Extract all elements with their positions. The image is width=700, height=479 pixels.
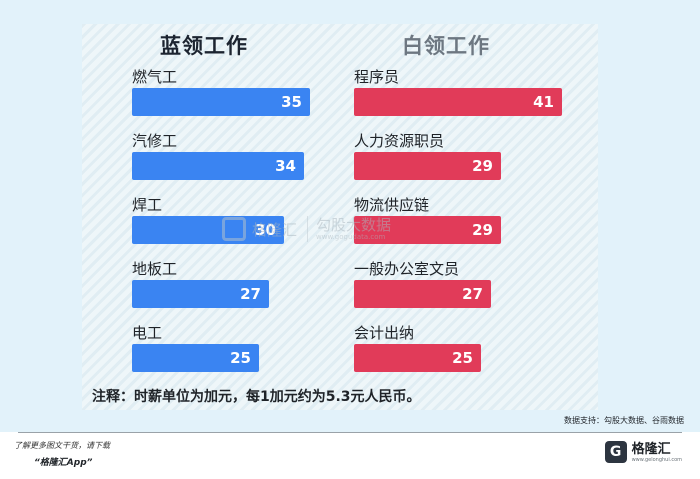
blue-collar-label: 地板工 — [132, 260, 178, 278]
blue-collar-bar-value: 30 — [255, 221, 276, 239]
white-collar-bar: 29 — [354, 216, 501, 244]
chart-note: 注释：时薪单位为加元，每1加元约为5.3元人民币。 — [92, 389, 421, 405]
watermark-side: 勾股大数据 www.gogudata.com — [316, 217, 391, 241]
blue-collar-label: 焊工 — [132, 196, 163, 214]
blue-collar-label: 汽修工 — [132, 132, 178, 150]
data-source: 数据支持：勾股大数据、谷雨数据 — [564, 416, 684, 425]
blue-collar-bar-value: 34 — [275, 157, 296, 175]
blue-collar-title: 蓝领工作 — [160, 34, 248, 58]
white-collar-bar-value: 29 — [472, 221, 493, 239]
white-collar-label: 一般办公室文员 — [354, 260, 460, 278]
footer-logo: G 格隆汇 www.gelonghui.com — [604, 441, 682, 463]
watermark-separator — [307, 216, 309, 242]
footer-logo-icon: G — [604, 441, 627, 463]
watermark-url: www.gogudata.com — [316, 233, 386, 241]
white-collar-label: 程序员 — [354, 68, 400, 86]
white-collar-bar: 25 — [354, 344, 481, 372]
blue-collar-bar-value: 27 — [240, 285, 261, 303]
blue-collar-bar-value: 35 — [281, 93, 302, 111]
blue-collar-bar-value: 25 — [230, 349, 251, 367]
white-collar-bar: 27 — [354, 280, 491, 308]
watermark-text: 格隆汇 — [252, 220, 298, 239]
white-collar-bar-value: 41 — [533, 93, 554, 111]
footer-logo-name: 格隆汇 — [631, 441, 671, 457]
blue-collar-bar: 35 — [132, 88, 310, 116]
white-collar-label: 物流供应链 — [354, 196, 430, 214]
footer-logo-url: www.gelonghui.com — [631, 456, 682, 463]
blue-collar-bar: 34 — [132, 152, 304, 180]
watermark: 格隆汇 勾股大数据 www.gogudata.com — [222, 212, 422, 246]
blue-collar-label: 燃气工 — [132, 68, 178, 86]
white-collar-label: 人力资源职员 — [354, 132, 445, 150]
blue-collar-bar: 25 — [132, 344, 259, 372]
blue-collar-bar: 30 — [132, 216, 284, 244]
watermark-side-text: 勾股大数据 — [316, 216, 392, 234]
white-collar-bar: 29 — [354, 152, 501, 180]
watermark-logo-icon — [222, 217, 246, 241]
white-collar-bar: 41 — [354, 88, 562, 116]
white-collar-title: 白领工作 — [402, 34, 490, 58]
white-collar-bar-value: 29 — [472, 157, 493, 175]
footer-logo-side: 格隆汇 www.gelonghui.com — [632, 442, 682, 463]
footer-download-text: 了解更多图文干货，请下载 — [14, 441, 110, 450]
footer-divider — [18, 432, 682, 433]
blue-collar-label: 电工 — [132, 324, 163, 342]
white-collar-bar-value: 27 — [462, 285, 483, 303]
white-collar-label: 会计出纳 — [354, 324, 415, 342]
blue-collar-bar: 27 — [132, 280, 269, 308]
footer-app-name: “格隆汇App” — [34, 458, 93, 468]
white-collar-bar-value: 25 — [452, 349, 473, 367]
